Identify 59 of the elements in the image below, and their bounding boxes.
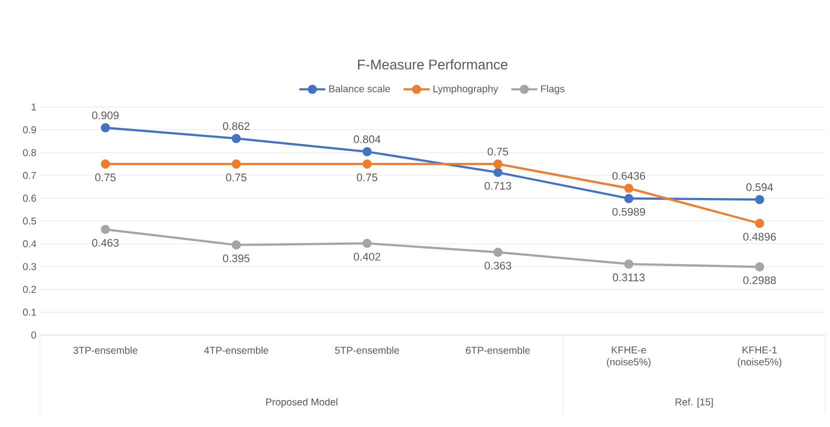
text: Ref. [15] xyxy=(676,398,713,408)
data-label: 0.363 xyxy=(484,262,512,270)
data-label: 0.75 xyxy=(488,148,508,156)
y-tick-label: 0.1 xyxy=(23,308,36,316)
point xyxy=(624,259,634,269)
text: Proposed Model xyxy=(266,398,338,408)
data-label: 0.75 xyxy=(95,174,116,182)
legend-label: Lymphography xyxy=(433,84,498,94)
point xyxy=(232,159,241,169)
y-tick-label: 0 xyxy=(31,331,36,339)
data-label: 0.2988 xyxy=(743,276,776,284)
point xyxy=(100,224,110,234)
y-tick-label: 0.3 xyxy=(23,263,36,270)
legend-label: Flags xyxy=(541,84,564,94)
data-label: 0.909 xyxy=(92,111,119,120)
point xyxy=(624,194,634,204)
y-tick-label: 0.8 xyxy=(23,149,36,156)
point xyxy=(232,134,241,144)
data-label: 0.402 xyxy=(354,252,380,261)
chart-title: F-Measure Performance xyxy=(358,59,508,70)
data-label: 0.4896 xyxy=(743,232,776,241)
x-tick-label: 5TP-ensemble xyxy=(335,346,400,354)
y-tick-label: 1 xyxy=(32,104,36,110)
data-label: 0.6436 xyxy=(612,172,646,180)
point xyxy=(624,184,634,193)
point xyxy=(100,159,110,169)
data-label: 0.804 xyxy=(354,135,380,144)
x-tick-label: KFHE-e (noise5%) xyxy=(606,346,651,368)
point xyxy=(493,248,503,257)
y-tick-label: 0.5 xyxy=(23,217,36,225)
point xyxy=(362,147,372,156)
point xyxy=(100,123,110,132)
point xyxy=(755,262,764,272)
data-label: 0.75 xyxy=(356,174,378,182)
point xyxy=(755,218,764,228)
legend-label: Balance scale xyxy=(329,84,390,92)
x-tick-label: 6TP-ensemble xyxy=(466,346,530,354)
data-label: 0.5989 xyxy=(612,208,645,216)
data-label: 0.395 xyxy=(222,254,250,262)
data-label: 0.3113 xyxy=(612,274,645,282)
data-label: 0.862 xyxy=(222,122,250,130)
point xyxy=(362,159,372,169)
point xyxy=(493,168,503,178)
data-label: 0.713 xyxy=(484,182,512,190)
y-tick-label: 0.7 xyxy=(23,172,36,179)
x-tick-label: KFHE-1 (noise5%) xyxy=(738,346,782,368)
y-tick-label: 0.6 xyxy=(23,194,36,202)
point xyxy=(362,238,372,248)
y-tick-label: 0.4 xyxy=(23,240,36,248)
data-label: 0.594 xyxy=(746,183,773,192)
x-tick-label: 4TP-ensemble xyxy=(204,346,268,354)
point xyxy=(232,240,241,250)
point xyxy=(755,194,764,204)
x-tick-label: 3TP-ensemble xyxy=(73,346,138,354)
data-label: 0.463 xyxy=(92,238,119,247)
point xyxy=(493,159,503,169)
data-label: 0.75 xyxy=(226,174,246,182)
y-tick-label: 0.9 xyxy=(23,126,36,134)
y-tick-label: 0.2 xyxy=(23,286,36,293)
